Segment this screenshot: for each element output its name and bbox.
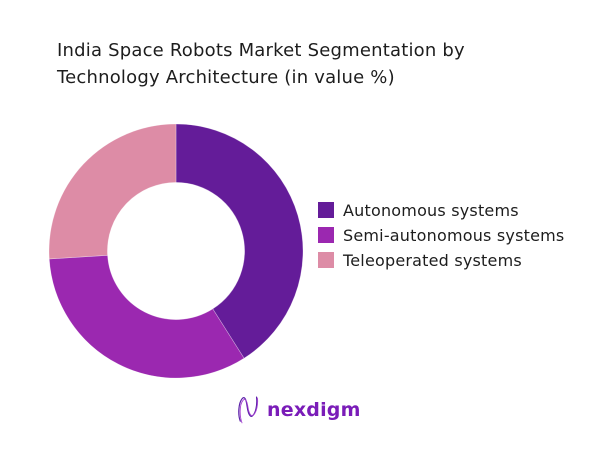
nexdigm-logo: nexdigm <box>236 393 361 427</box>
legend-item-teleoperated: Teleoperated systems <box>318 250 564 270</box>
donut-chart <box>49 124 303 378</box>
legend-label-autonomous: Autonomous systems <box>343 200 519 220</box>
legend-label-teleoperated: Teleoperated systems <box>343 250 522 270</box>
legend-label-semi-autonomous: Semi-autonomous systems <box>343 225 565 245</box>
donut-slice-autonomous-systems <box>175 124 303 359</box>
legend-swatch-semi-autonomous <box>318 227 334 243</box>
legend-swatch-autonomous <box>318 202 334 218</box>
legend-item-semi-autonomous: Semi-autonomous systems <box>318 225 565 245</box>
legend-swatch-teleoperated <box>318 252 334 268</box>
donut-slice-teleoperated-systems <box>49 124 177 260</box>
nexdigm-logo-text: nexdigm <box>267 399 361 421</box>
legend: Autonomous systems Semi-autonomous syste… <box>318 200 565 270</box>
nexdigm-logo-icon <box>238 396 259 424</box>
legend-item-autonomous: Autonomous systems <box>318 200 564 220</box>
chart-title: India Space Robots Market Segmentation b… <box>57 40 465 88</box>
donut-slice-semi-autonomous-systems <box>49 254 245 378</box>
